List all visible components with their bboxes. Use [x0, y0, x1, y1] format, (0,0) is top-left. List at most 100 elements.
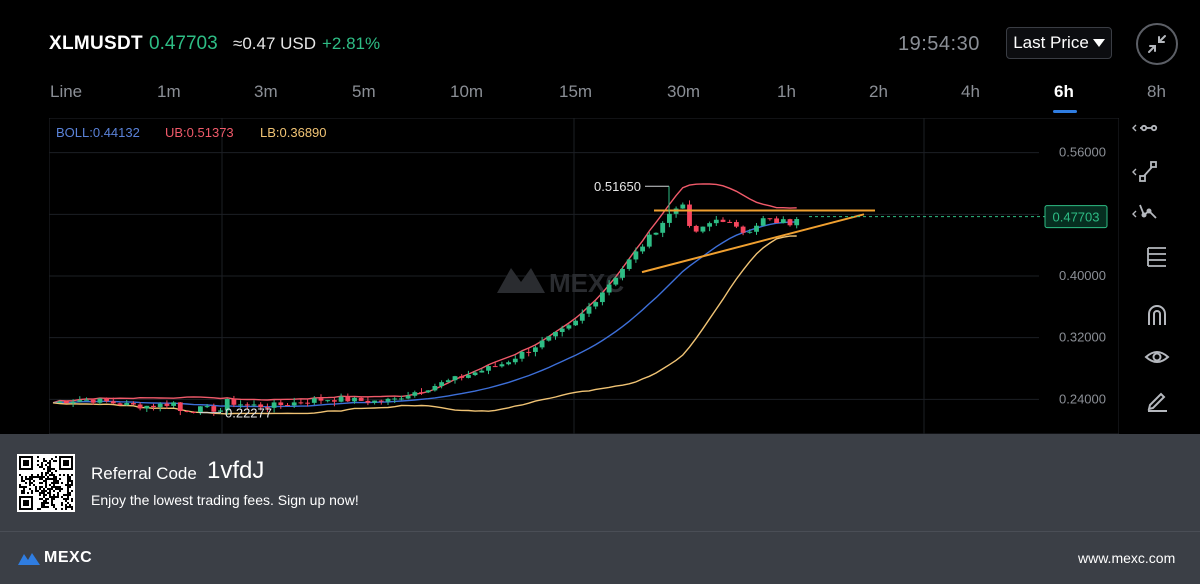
tab-line[interactable]: Line: [50, 82, 83, 101]
timeframe-tabs: Line 1m 3m 5m 10m 15m 30m 1h 2h 4h 6h 8h: [0, 78, 1200, 114]
referral-code: 1vfdJ: [207, 457, 265, 484]
tab-6h[interactable]: 6h: [1054, 82, 1074, 101]
qr-module: [37, 490, 39, 492]
candle-body: [613, 277, 619, 285]
candle-body: [566, 325, 572, 329]
qr-module: [71, 474, 73, 476]
qr-module: [31, 476, 33, 478]
eye-icon[interactable]: [1143, 343, 1171, 371]
fibonacci-icon[interactable]: [1143, 242, 1171, 270]
polyline-icon[interactable]: [1130, 199, 1158, 227]
tab-4h[interactable]: 4h: [961, 82, 980, 101]
candle-body: [546, 336, 552, 341]
horizontal-line-icon[interactable]: [1130, 116, 1158, 144]
brand-name: MEXC: [44, 549, 93, 566]
qr-module: [65, 494, 67, 496]
qr-module: [49, 462, 51, 464]
qr-module: [45, 480, 47, 482]
qr-module: [25, 476, 27, 478]
candle-body: [720, 219, 726, 222]
tab-1h[interactable]: 1h: [777, 82, 796, 101]
qr-module: [39, 476, 41, 478]
tab-2h[interactable]: 2h: [869, 82, 888, 101]
qr-module: [67, 498, 69, 500]
qr-module: [45, 460, 47, 462]
trend-line-icon[interactable]: [1130, 157, 1158, 185]
candle-body: [653, 232, 659, 235]
collapse-button[interactable]: [1136, 23, 1178, 65]
candle-body: [620, 268, 625, 278]
qr-module: [39, 478, 41, 480]
qr-finder-module: [71, 456, 73, 458]
qr-module: [37, 476, 39, 478]
qr-module: [51, 472, 53, 474]
qr-module: [53, 476, 55, 478]
qr-finder-module: [59, 456, 61, 458]
qr-finder-module: [59, 460, 61, 462]
price-change: +2.81%: [322, 34, 381, 53]
qr-module: [67, 474, 69, 476]
referral-subtitle: Enjoy the lowest trading fees. Sign up n…: [91, 492, 359, 508]
qr-module: [43, 496, 45, 498]
candle-body: [693, 225, 699, 232]
candle-body: [600, 292, 605, 303]
symbol-name[interactable]: XLMUSDT: [49, 33, 143, 54]
tab-8h[interactable]: 8h: [1147, 82, 1166, 101]
qr-module: [41, 490, 43, 492]
tab-30m[interactable]: 30m: [667, 82, 701, 101]
candle-body: [780, 219, 786, 223]
candle-body: [559, 328, 565, 332]
qr-module: [51, 500, 53, 502]
candle-body: [271, 402, 277, 408]
qr-module: [35, 476, 37, 478]
qr-module: [31, 490, 33, 492]
qr-finder-module: [65, 456, 67, 458]
qr-module: [39, 508, 41, 510]
qr-module: [51, 482, 53, 484]
tab-3m[interactable]: 3m: [254, 82, 278, 101]
pencil-icon[interactable]: [1143, 385, 1171, 413]
qr-finder-module: [23, 508, 25, 510]
qr-finder-module: [69, 468, 71, 470]
price-type-dropdown[interactable]: Last Price: [1006, 27, 1112, 59]
qr-module: [47, 506, 49, 508]
tab-1m[interactable]: 1m: [157, 82, 181, 101]
qr-module: [43, 504, 45, 506]
magnet-icon[interactable]: [1143, 301, 1171, 329]
qr-module: [57, 488, 59, 490]
qr-module: [53, 504, 55, 506]
qr-finder-module: [69, 456, 71, 458]
qr-module: [49, 468, 51, 470]
candle-body: [747, 231, 753, 233]
watermark-text: MEXC: [549, 268, 624, 298]
qr-finder-module: [31, 500, 33, 502]
candle-body: [740, 226, 746, 233]
qr-module: [69, 478, 71, 480]
caret-down-icon: [1092, 39, 1105, 47]
qr-finder-module: [25, 496, 27, 498]
qr-finder-module: [61, 468, 63, 470]
qr-module: [43, 494, 45, 496]
qr-module: [39, 498, 41, 500]
qr-module: [37, 456, 39, 458]
qr-module: [51, 504, 53, 506]
qr-module: [71, 482, 73, 484]
tab-10m[interactable]: 10m: [450, 82, 484, 101]
y-tick-label: 0.40000: [1059, 268, 1106, 283]
candle-body: [539, 340, 545, 348]
qr-finder-module: [23, 504, 25, 506]
tab-5m[interactable]: 5m: [352, 82, 376, 101]
qr-module: [67, 490, 69, 492]
qr-module: [67, 486, 69, 488]
tab-15m[interactable]: 15m: [559, 82, 593, 101]
watermark-logo-icon: [497, 268, 545, 293]
qr-code: [17, 454, 75, 512]
qr-module: [67, 480, 69, 482]
qr-finder-module: [59, 462, 61, 464]
qr-module: [53, 482, 55, 484]
qr-module: [57, 480, 59, 482]
qr-module: [21, 478, 23, 480]
qr-finder-module: [23, 460, 25, 462]
candle-body: [573, 320, 578, 326]
